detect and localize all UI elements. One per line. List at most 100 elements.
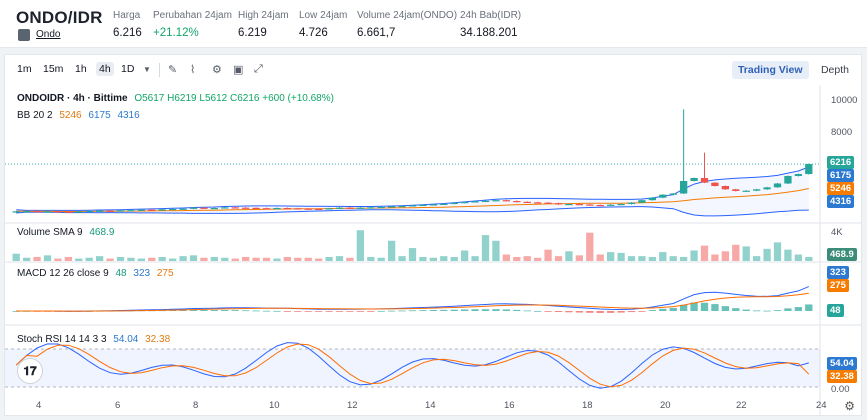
stat-price: Harga 6.216 xyxy=(113,10,142,39)
settings-icon[interactable]: ⚙ xyxy=(212,64,222,76)
macd-hist-bar xyxy=(794,307,803,311)
candle-body xyxy=(273,208,281,210)
candle-body xyxy=(544,202,552,204)
candle-body xyxy=(752,189,761,191)
candle-body xyxy=(533,202,542,204)
volume-bar xyxy=(377,257,385,261)
macd-hist-bar xyxy=(533,310,542,312)
volume-bar xyxy=(784,249,792,261)
bb-legend: BB 20 2 5246 6175 4316 xyxy=(17,110,140,121)
stat-low: Low 24jam 4.726 xyxy=(299,10,347,39)
macd-signal-line xyxy=(16,292,809,312)
timeframe-1h[interactable]: 1h xyxy=(75,63,87,75)
volume-bar xyxy=(116,256,125,261)
candle-body xyxy=(805,164,813,175)
timeframe-1d[interactable]: 1D xyxy=(121,63,135,75)
volume-bar xyxy=(106,258,114,261)
macd-hist-bar xyxy=(241,310,250,312)
candle-body xyxy=(450,202,458,205)
candle-body xyxy=(638,200,646,203)
volume-bar xyxy=(794,254,803,261)
timeframe-4h[interactable]: 4h xyxy=(96,62,114,76)
volume-bar xyxy=(752,256,761,261)
volume-bar xyxy=(137,258,146,261)
macd-hist-bar xyxy=(471,309,479,311)
stat-value: 34.188.201 xyxy=(460,27,518,39)
candle-body xyxy=(513,201,521,203)
candle-body xyxy=(210,208,219,210)
candle-body xyxy=(179,208,187,210)
macd-hist-bar xyxy=(659,308,667,311)
save-icon[interactable]: ▣ xyxy=(233,64,244,76)
x-axis-label: 14 xyxy=(425,400,436,411)
macd-hist-bar xyxy=(179,310,187,311)
bb-label: BB 20 2 xyxy=(17,110,53,121)
candle-body xyxy=(116,210,125,212)
candle-body xyxy=(241,207,250,209)
volume-bar xyxy=(523,256,531,261)
candle-body xyxy=(294,208,302,210)
market-header: ONDO/IDR Ondo Harga 6.216 Perubahan 24ja… xyxy=(0,0,867,48)
candle-body xyxy=(189,207,198,209)
macd-hist-bar xyxy=(732,308,740,311)
stoch-d-value: 32.38 xyxy=(145,334,171,345)
signal-tag: 275 xyxy=(827,279,849,292)
tab-depth[interactable]: Depth xyxy=(820,64,849,76)
candle-body xyxy=(304,208,312,210)
volume-bar xyxy=(805,256,813,261)
timeframe-1m[interactable]: 1m xyxy=(17,63,32,75)
volume-bar xyxy=(460,250,469,261)
chevron-down-icon[interactable]: ▼ xyxy=(143,65,151,74)
macd-hist-bar xyxy=(669,307,677,311)
candle-body xyxy=(732,189,740,191)
timeframe-15m[interactable]: 15m xyxy=(43,63,64,75)
volume-bar xyxy=(12,253,20,261)
coin-link[interactable]: Ondo xyxy=(36,29,61,40)
volume-bar xyxy=(200,257,208,261)
bb-mid-tag: 5246 xyxy=(827,182,855,195)
candle-body xyxy=(419,204,427,207)
volume-bar xyxy=(554,256,563,261)
pair-title: ONDO/IDR xyxy=(16,8,103,27)
volume-bar xyxy=(346,257,354,261)
bb-mid-line xyxy=(16,188,809,212)
x-axis-label: 22 xyxy=(736,400,747,411)
bb-lower-line xyxy=(16,206,809,217)
volume-bar xyxy=(721,251,730,261)
candle-body xyxy=(95,210,104,212)
stat-label: 24h Bab(IDR) xyxy=(460,10,522,21)
volume-bar xyxy=(33,256,41,261)
macd-line xyxy=(16,286,809,312)
x-axis-label: 10 xyxy=(269,400,280,411)
candle-body xyxy=(137,209,146,211)
volume-bar xyxy=(773,242,782,261)
volume-bar xyxy=(252,257,260,261)
macd-hist-bar xyxy=(700,302,709,311)
volume-bar xyxy=(387,240,396,261)
candle-body xyxy=(231,207,239,209)
fullscreen-icon[interactable]: ⤢ xyxy=(254,63,263,75)
macd-hist-bar xyxy=(617,311,625,313)
candle-body xyxy=(492,200,500,202)
indicators-icon[interactable]: ⌇ xyxy=(190,64,196,76)
x-axis-label: 24 xyxy=(816,400,827,411)
bb-lower-tag: 4316 xyxy=(827,195,855,208)
candle-body xyxy=(335,207,344,209)
bb-mid-value: 5246 xyxy=(59,110,82,121)
tradingview-logo-icon[interactable]: 𝟏𝟕 xyxy=(17,358,43,384)
stat-high: High 24jam 6.219 xyxy=(238,10,289,39)
volume-bar xyxy=(367,256,375,261)
volume-bar xyxy=(335,256,344,261)
gear-icon[interactable]: ⚙ xyxy=(844,399,855,413)
stat-label: Perubahan 24jam xyxy=(153,10,232,21)
chart-canvas[interactable] xyxy=(5,85,861,415)
draw-tool-icon[interactable]: ✎ xyxy=(168,64,178,76)
tab-trading-view[interactable]: Trading View xyxy=(731,61,809,79)
macd-hist-bar xyxy=(481,309,490,311)
volume-bar xyxy=(158,256,166,261)
candle-body xyxy=(784,176,792,184)
volume-bar xyxy=(502,254,511,261)
volume-tag: 468.9 xyxy=(827,248,857,261)
macd-hist-bar xyxy=(387,310,396,312)
volume-bar xyxy=(606,252,615,261)
